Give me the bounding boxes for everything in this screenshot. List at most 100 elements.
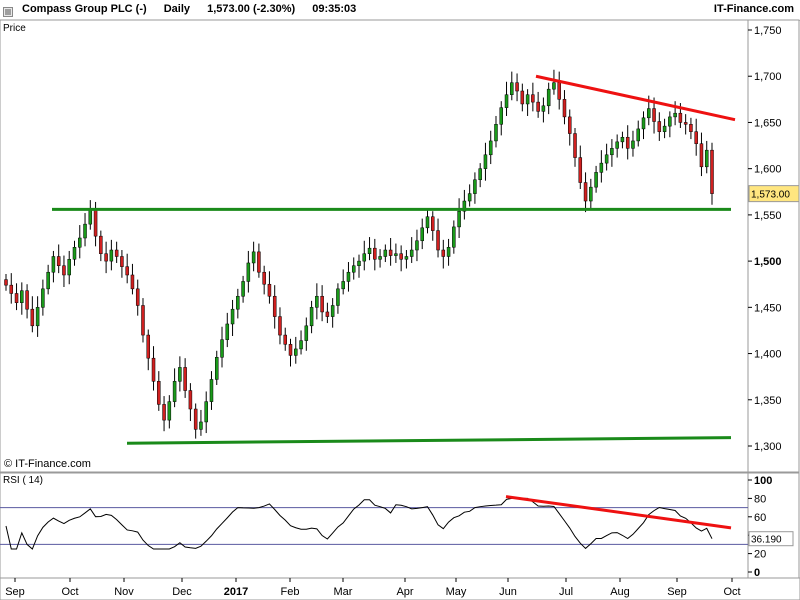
candle	[104, 241, 108, 274]
candle-body	[531, 94, 535, 103]
candle-body	[199, 421, 203, 430]
candle-body	[409, 249, 414, 257]
candle	[78, 225, 82, 259]
candle-body	[647, 108, 651, 119]
rsi-tick-label: 20	[754, 549, 766, 561]
candle-body	[420, 227, 424, 242]
candle	[520, 83, 525, 112]
x-axis: Sep Oct Nov Dec 2017 Feb Mar Apr May Jun Jul Aug Sep…	[0, 577, 800, 600]
candle	[567, 109, 572, 146]
candle-body	[151, 357, 156, 382]
candle	[552, 69, 556, 95]
candle	[135, 279, 140, 316]
candle	[441, 239, 446, 269]
candle-body	[46, 271, 50, 290]
candle-body	[109, 249, 114, 262]
candle-body	[246, 262, 251, 282]
candle-body	[220, 339, 224, 358]
candle-body	[668, 116, 672, 127]
rsi-plot-area	[0, 472, 749, 579]
candle	[404, 250, 409, 269]
candle	[183, 358, 187, 398]
candle-body	[193, 408, 198, 430]
candle-body	[610, 148, 614, 156]
last-price-label: 1,573.00	[751, 190, 790, 201]
candle	[431, 211, 435, 241]
candle-body	[678, 112, 683, 123]
candle	[257, 243, 261, 278]
candle-body	[141, 305, 145, 336]
price-tick-label: 1,350	[754, 395, 782, 407]
candle-body	[93, 209, 98, 237]
price-tick-label: 1,400	[754, 349, 782, 361]
candle-body	[125, 266, 129, 276]
candle	[699, 132, 704, 177]
candle	[589, 178, 593, 210]
price-plot-area	[0, 19, 749, 473]
candle-body	[452, 226, 456, 248]
candle-body	[299, 340, 303, 350]
header-info: Compass Group PLC (-) Daily 1,573.00 (-2…	[0, 3, 370, 17]
candle	[420, 218, 424, 250]
candle	[272, 285, 277, 329]
candle	[172, 368, 177, 408]
candle-body	[272, 295, 277, 317]
candle-body	[146, 334, 151, 359]
candle	[199, 409, 203, 436]
candle	[35, 296, 40, 337]
rsi-tick-label: 100	[754, 475, 772, 487]
candle	[151, 346, 156, 391]
candle-body	[699, 143, 704, 168]
rsi-panel[interactable]: 02040608010036.190	[0, 472, 800, 579]
candle	[25, 284, 29, 319]
candle	[373, 238, 377, 271]
candle-body	[204, 401, 208, 423]
candle-body	[20, 290, 24, 303]
candle	[209, 371, 214, 410]
candle-body	[599, 162, 604, 173]
rsi-tick-label: 0	[754, 567, 760, 579]
candle	[620, 131, 625, 149]
candle	[694, 118, 698, 156]
rsi-panel-label: RSI ( 14)	[3, 475, 43, 486]
candle	[325, 302, 330, 324]
price-axis-area	[747, 19, 800, 473]
candle-body	[620, 136, 625, 143]
candle-body	[99, 235, 103, 254]
candle	[267, 271, 272, 304]
candle-body	[357, 260, 361, 266]
candle	[162, 396, 166, 432]
candle	[220, 326, 224, 368]
candle	[415, 229, 419, 262]
interval-label[interactable]: Daily	[163, 3, 191, 15]
x-tick-label: Sep	[5, 586, 25, 598]
candle	[578, 145, 583, 190]
resistance-trendline	[535, 74, 736, 122]
candle-body	[257, 251, 261, 273]
candle	[362, 240, 367, 271]
candle	[304, 317, 309, 351]
candle-body	[367, 247, 372, 254]
candle-body	[225, 323, 230, 340]
candle	[167, 395, 172, 429]
candle	[299, 330, 303, 355]
candle	[631, 130, 635, 157]
candle-body	[183, 367, 187, 391]
candle-body	[583, 182, 588, 202]
price-panel-label: Price	[3, 23, 26, 34]
candle-body	[51, 256, 56, 273]
candle-body	[241, 281, 245, 297]
candle	[467, 184, 472, 207]
price-panel[interactable]: 1,300 1,350 1,400 1,450 1,500 1,550 1,600 1,650…	[0, 19, 800, 473]
candle-body	[520, 90, 525, 105]
candle-body	[362, 253, 367, 262]
candle	[399, 245, 403, 272]
candle	[51, 250, 56, 283]
candle	[251, 241, 256, 272]
time-label: 09:35:03	[312, 3, 357, 15]
candle-body	[309, 307, 314, 327]
last-price-tag	[748, 185, 800, 203]
candle	[262, 265, 266, 295]
candle-body	[689, 124, 693, 132]
chart-menu-icon[interactable]	[3, 7, 13, 17]
